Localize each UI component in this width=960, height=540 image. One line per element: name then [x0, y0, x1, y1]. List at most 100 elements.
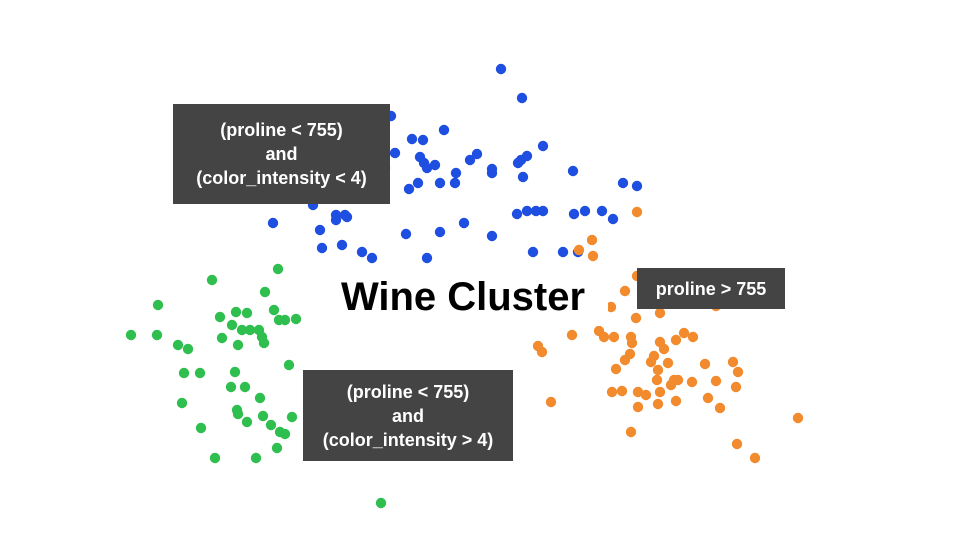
- blue-point: [557, 246, 569, 258]
- orange-point: [699, 358, 711, 370]
- orange-point: [640, 389, 652, 401]
- orange-point: [630, 312, 642, 324]
- blue-point: [356, 246, 368, 258]
- blue-point: [511, 208, 523, 220]
- blue-point: [527, 246, 539, 258]
- orange-point: [727, 356, 739, 368]
- blue-point: [314, 224, 326, 236]
- cluster-label-green: (proline < 755) and (color_intensity > 4…: [303, 370, 513, 461]
- blue-point: [449, 177, 461, 189]
- cluster-label-blue-line-2: and: [265, 144, 298, 164]
- orange-point: [686, 376, 698, 388]
- blue-point: [421, 252, 433, 264]
- orange-point: [654, 307, 666, 319]
- cluster-label-green-line-3: (color_intensity > 4): [322, 429, 494, 450]
- green-point: [279, 428, 291, 440]
- blue-point: [412, 177, 424, 189]
- green-point: [229, 366, 241, 378]
- blue-point: [471, 148, 483, 160]
- green-point: [257, 410, 269, 422]
- blue-point: [464, 154, 476, 166]
- cluster-label-green-line-1: (proline < 755): [346, 381, 470, 402]
- chart-title: Wine Cluster: [340, 275, 586, 319]
- green-point: [182, 343, 194, 355]
- green-point: [279, 314, 291, 326]
- orange-point: [678, 327, 690, 339]
- orange-point: [536, 346, 548, 358]
- blue-point: [389, 147, 401, 159]
- green-point: [244, 324, 256, 336]
- cluster-label-blue: (proline < 755) and (color_intensity < 4…: [173, 104, 390, 204]
- blue-point: [537, 205, 549, 217]
- blue-point: [429, 159, 441, 171]
- blue-point: [316, 242, 328, 254]
- green-point: [241, 416, 253, 428]
- orange-point: [625, 426, 637, 438]
- orange-point: [626, 337, 638, 349]
- blue-point: [579, 205, 591, 217]
- orange-point: [566, 329, 578, 341]
- orange-point: [586, 234, 598, 246]
- orange-point: [545, 396, 557, 408]
- blue-point: [567, 165, 579, 177]
- orange-point: [619, 354, 631, 366]
- green-point: [241, 307, 253, 319]
- orange-point: [606, 386, 618, 398]
- green-point: [254, 392, 266, 404]
- blue-point: [521, 205, 533, 217]
- blue-point: [366, 252, 378, 264]
- blue-point: [617, 177, 629, 189]
- blue-point: [516, 92, 528, 104]
- green-point: [151, 329, 163, 341]
- orange-point: [645, 356, 657, 368]
- green-point: [178, 367, 190, 379]
- orange-point: [665, 379, 677, 391]
- orange-point: [616, 385, 628, 397]
- green-point: [271, 442, 283, 454]
- blue-point: [486, 163, 498, 175]
- blue-point: [400, 228, 412, 240]
- orange-point: [632, 401, 644, 413]
- orange-point: [654, 386, 666, 398]
- orange-point: [651, 374, 663, 386]
- blue-point: [568, 208, 580, 220]
- orange-point: [714, 402, 726, 414]
- orange-point: [702, 392, 714, 404]
- cluster-label-blue-line-1: (proline < 755): [220, 120, 343, 140]
- cluster-label-orange-line-1: proline > 755: [655, 278, 767, 299]
- blue-point: [596, 205, 608, 217]
- orange-point: [605, 301, 617, 313]
- orange-point: [731, 438, 743, 450]
- orange-point: [687, 331, 699, 343]
- green-point: [195, 422, 207, 434]
- green-point: [265, 419, 277, 431]
- orange-point: [608, 331, 620, 343]
- blue-point: [450, 167, 462, 179]
- green-point: [259, 286, 271, 298]
- orange-point: [792, 412, 804, 424]
- green-point: [232, 339, 244, 351]
- green-point: [375, 497, 387, 509]
- points-layer: [125, 63, 804, 509]
- green-point: [272, 263, 284, 275]
- green-point: [176, 397, 188, 409]
- orange-point: [598, 331, 610, 343]
- green-point: [214, 311, 226, 323]
- green-point: [250, 452, 262, 464]
- orange-point: [573, 244, 585, 256]
- blue-point: [434, 177, 446, 189]
- green-point: [258, 337, 270, 349]
- orange-point: [632, 386, 644, 398]
- green-point: [216, 332, 228, 344]
- blue-point: [417, 134, 429, 146]
- blue-point: [631, 180, 643, 192]
- cluster-label-orange: proline > 755: [637, 268, 785, 309]
- green-point: [283, 359, 295, 371]
- green-point: [232, 408, 244, 420]
- orange-point: [732, 366, 744, 378]
- green-point: [286, 411, 298, 423]
- orange-point: [619, 285, 631, 297]
- green-point: [290, 313, 302, 325]
- green-point: [125, 329, 137, 341]
- green-point: [225, 381, 237, 393]
